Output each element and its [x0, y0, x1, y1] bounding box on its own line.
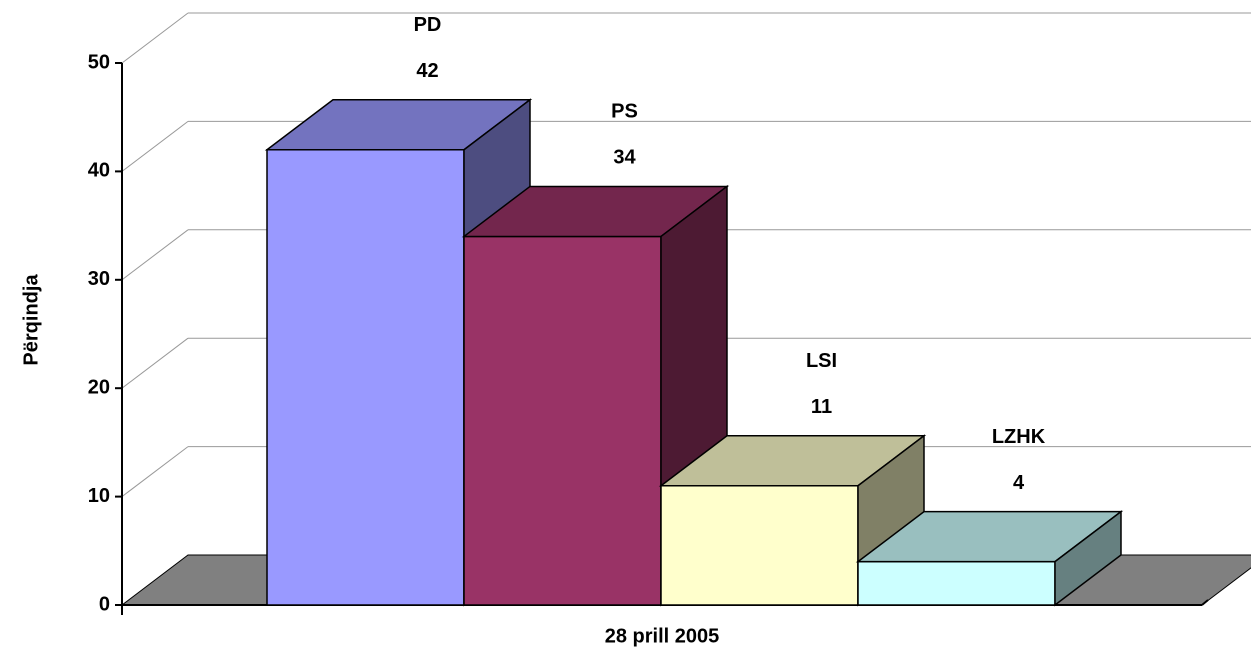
x-axis-end: [1201, 599, 1209, 606]
bar-side: [1054, 510, 1122, 607]
y-tick-label: 0: [99, 593, 110, 615]
y-tick-label: 20: [88, 376, 110, 398]
data-label: 4: [1013, 472, 1025, 494]
grid-line: [121, 121, 189, 172]
y-tick-label: 50: [88, 51, 110, 73]
bar-front: [660, 485, 859, 606]
x-category-label: 28 prill 2005: [605, 625, 720, 647]
data-label: 34: [613, 147, 636, 169]
bar-front: [266, 148, 465, 606]
grid-line: [121, 337, 189, 389]
series-name-label: LSI: [806, 350, 837, 372]
grid-line: [121, 229, 189, 281]
series-name-label: PD: [414, 14, 442, 36]
y-axis-label: Përqindja: [20, 274, 42, 366]
bar-front: [463, 235, 662, 606]
data-label: 11: [811, 396, 832, 418]
grid-line: [121, 12, 189, 64]
grid-line: [121, 446, 189, 497]
y-tick-label: 10: [88, 485, 110, 507]
data-label: 42: [416, 60, 438, 82]
series-name-label: PS: [611, 101, 638, 123]
y-tick-label: 40: [88, 160, 110, 182]
series-name-label: LZHK: [992, 426, 1046, 448]
bar-front: [857, 560, 1056, 606]
y-tick-label: 30: [88, 268, 110, 290]
